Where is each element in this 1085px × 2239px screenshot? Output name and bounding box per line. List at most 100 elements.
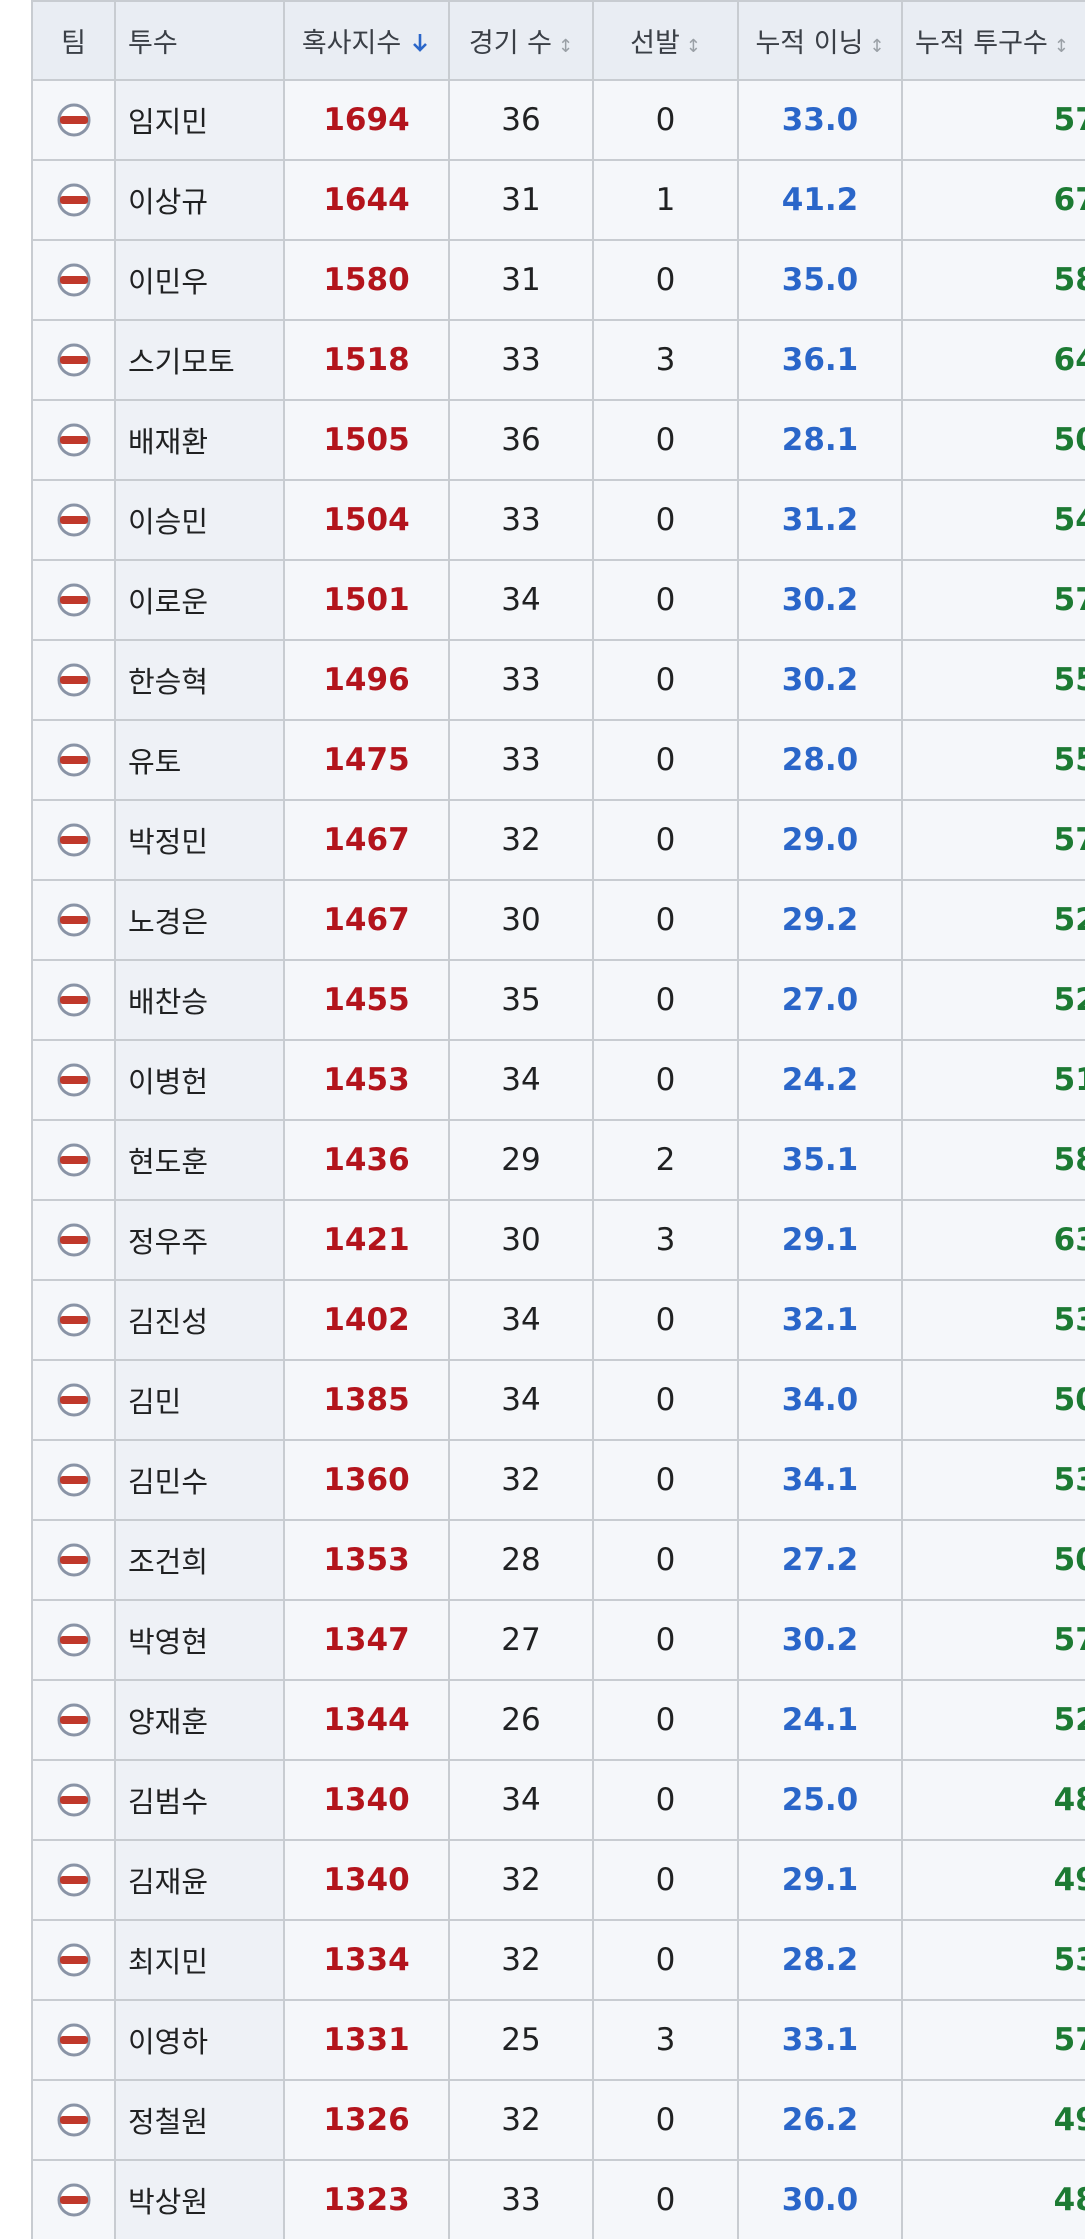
stat-cell: 33: [448, 319, 594, 401]
stat-cell: 32: [448, 1919, 594, 2001]
stat-cell: 1453: [283, 1039, 450, 1121]
stat-cell: 1360: [283, 1439, 450, 1521]
stat-cell: 558: [901, 719, 1085, 801]
stat-cell: 1353: [283, 1519, 450, 1601]
stat-cell: 0: [592, 959, 739, 1041]
pitcher-name: 박정민: [114, 799, 285, 881]
stat-cell: 0: [592, 479, 739, 561]
pitcher-name: 이민우: [114, 239, 285, 321]
stat-cell: 1505: [283, 399, 450, 481]
stat-cell: 579: [901, 79, 1085, 161]
header-cell[interactable]: 경기 수 ↕: [448, 0, 594, 81]
stat-cell: 1340: [283, 1759, 450, 1841]
stat-cell: 574: [901, 559, 1085, 641]
stat-cell: 28.0: [737, 719, 903, 801]
stat-cell: 575: [901, 1599, 1085, 1681]
stat-cell: 643: [901, 319, 1085, 401]
pitcher-name: 이병헌: [114, 1039, 285, 1121]
stat-cell: 3: [592, 1199, 739, 1281]
stat-cell: 1385: [283, 1359, 450, 1441]
stat-cell: 30.2: [737, 559, 903, 641]
stat-cell: 30: [448, 1199, 594, 1281]
header-cell[interactable]: 투수: [114, 0, 285, 81]
stat-cell: 498: [901, 2079, 1085, 2161]
team-logo: [57, 1463, 90, 1497]
team-cell: [31, 319, 116, 401]
pitcher-name: 김재윤: [114, 1839, 285, 1921]
pitcher-name: 이로운: [114, 559, 285, 641]
stat-cell: 1501: [283, 559, 450, 641]
stat-cell: 35: [448, 959, 594, 1041]
team-cell: [31, 1279, 116, 1361]
team-logo: [57, 1383, 90, 1417]
stat-cell: 534: [901, 1279, 1085, 1361]
team-cell: [31, 1359, 116, 1441]
pitcher-name: 최지민: [114, 1919, 285, 2001]
stat-cell: 1344: [283, 1679, 450, 1761]
pitcher-name: 조건희: [114, 1519, 285, 1601]
stat-cell: 0: [592, 1519, 739, 1601]
team-cell: [31, 1519, 116, 1601]
stat-cell: 27.0: [737, 959, 903, 1041]
pitcher-name: 이영하: [114, 1999, 285, 2081]
team-cell: [31, 559, 116, 641]
stat-cell: 29.1: [737, 1839, 903, 1921]
stat-cell: 1504: [283, 479, 450, 561]
table-body: 임지민169436033.0579이상규164431141.2670이민우158…: [31, 79, 1085, 2239]
stat-cell: 670: [901, 159, 1085, 241]
pitcher-name: 이상규: [114, 159, 285, 241]
stat-cell: 1326: [283, 2079, 450, 2161]
stat-cell: 2: [592, 1119, 739, 1201]
header-cell[interactable]: 누적 이닝 ↕: [737, 0, 903, 81]
stat-cell: 1: [592, 159, 739, 241]
stat-cell: 29.2: [737, 879, 903, 961]
stat-cell: 0: [592, 879, 739, 961]
stat-cell: 1467: [283, 799, 450, 881]
table-container: 팀 투수 혹사지수 경기 수 ↕ 선발 ↕ 누적 이닝 ↕ 누적 투구수 ↕ 임지민 16…: [31, 0, 1085, 2239]
ranking-table: 팀 투수 혹사지수 경기 수 ↕ 선발 ↕ 누적 이닝 ↕ 누적 투구수 ↕ 임지민 16…: [31, 0, 1085, 2239]
header-cell[interactable]: 팀: [31, 0, 116, 81]
stat-cell: 34: [448, 559, 594, 641]
header-cell[interactable]: 혹사지수: [283, 0, 450, 81]
header-text: 혹사지수: [301, 28, 402, 59]
team-logo: [57, 2183, 90, 2217]
stat-cell: 35.0: [737, 239, 903, 321]
pitcher-name: 이승민: [114, 479, 285, 561]
stat-cell: 547: [901, 479, 1085, 561]
stat-cell: 639: [901, 1199, 1085, 1281]
team-logo: [57, 263, 90, 297]
team-cell: [31, 1039, 116, 1121]
stat-cell: 0: [592, 79, 739, 161]
team-logo: [57, 903, 90, 937]
stat-cell: 0: [592, 399, 739, 481]
header-cell[interactable]: 누적 투구수 ↕: [901, 0, 1085, 81]
stat-cell: 505: [901, 399, 1085, 481]
team-cell: [31, 1839, 116, 1921]
stat-cell: 30.2: [737, 1599, 903, 1681]
pitcher-name: 배재환: [114, 399, 285, 481]
header-cell[interactable]: 선발 ↕: [592, 0, 739, 81]
team-cell: [31, 1439, 116, 1521]
team-logo: [57, 2023, 90, 2057]
stat-cell: 522: [901, 879, 1085, 961]
stat-cell: 30: [448, 879, 594, 961]
stat-cell: 0: [592, 559, 739, 641]
team-cell: [31, 639, 116, 721]
stat-cell: 26: [448, 1679, 594, 1761]
pitcher-name: 유토: [114, 719, 285, 801]
stat-cell: 33: [448, 719, 594, 801]
header-text: 투수: [128, 28, 178, 59]
pitcher-name: 박영현: [114, 1599, 285, 1681]
stat-cell: 36: [448, 79, 594, 161]
team-cell: [31, 399, 116, 481]
stat-cell: 34.1: [737, 1439, 903, 1521]
team-logo: [57, 1703, 90, 1737]
team-cell: [31, 879, 116, 961]
stat-cell: 29.0: [737, 799, 903, 881]
